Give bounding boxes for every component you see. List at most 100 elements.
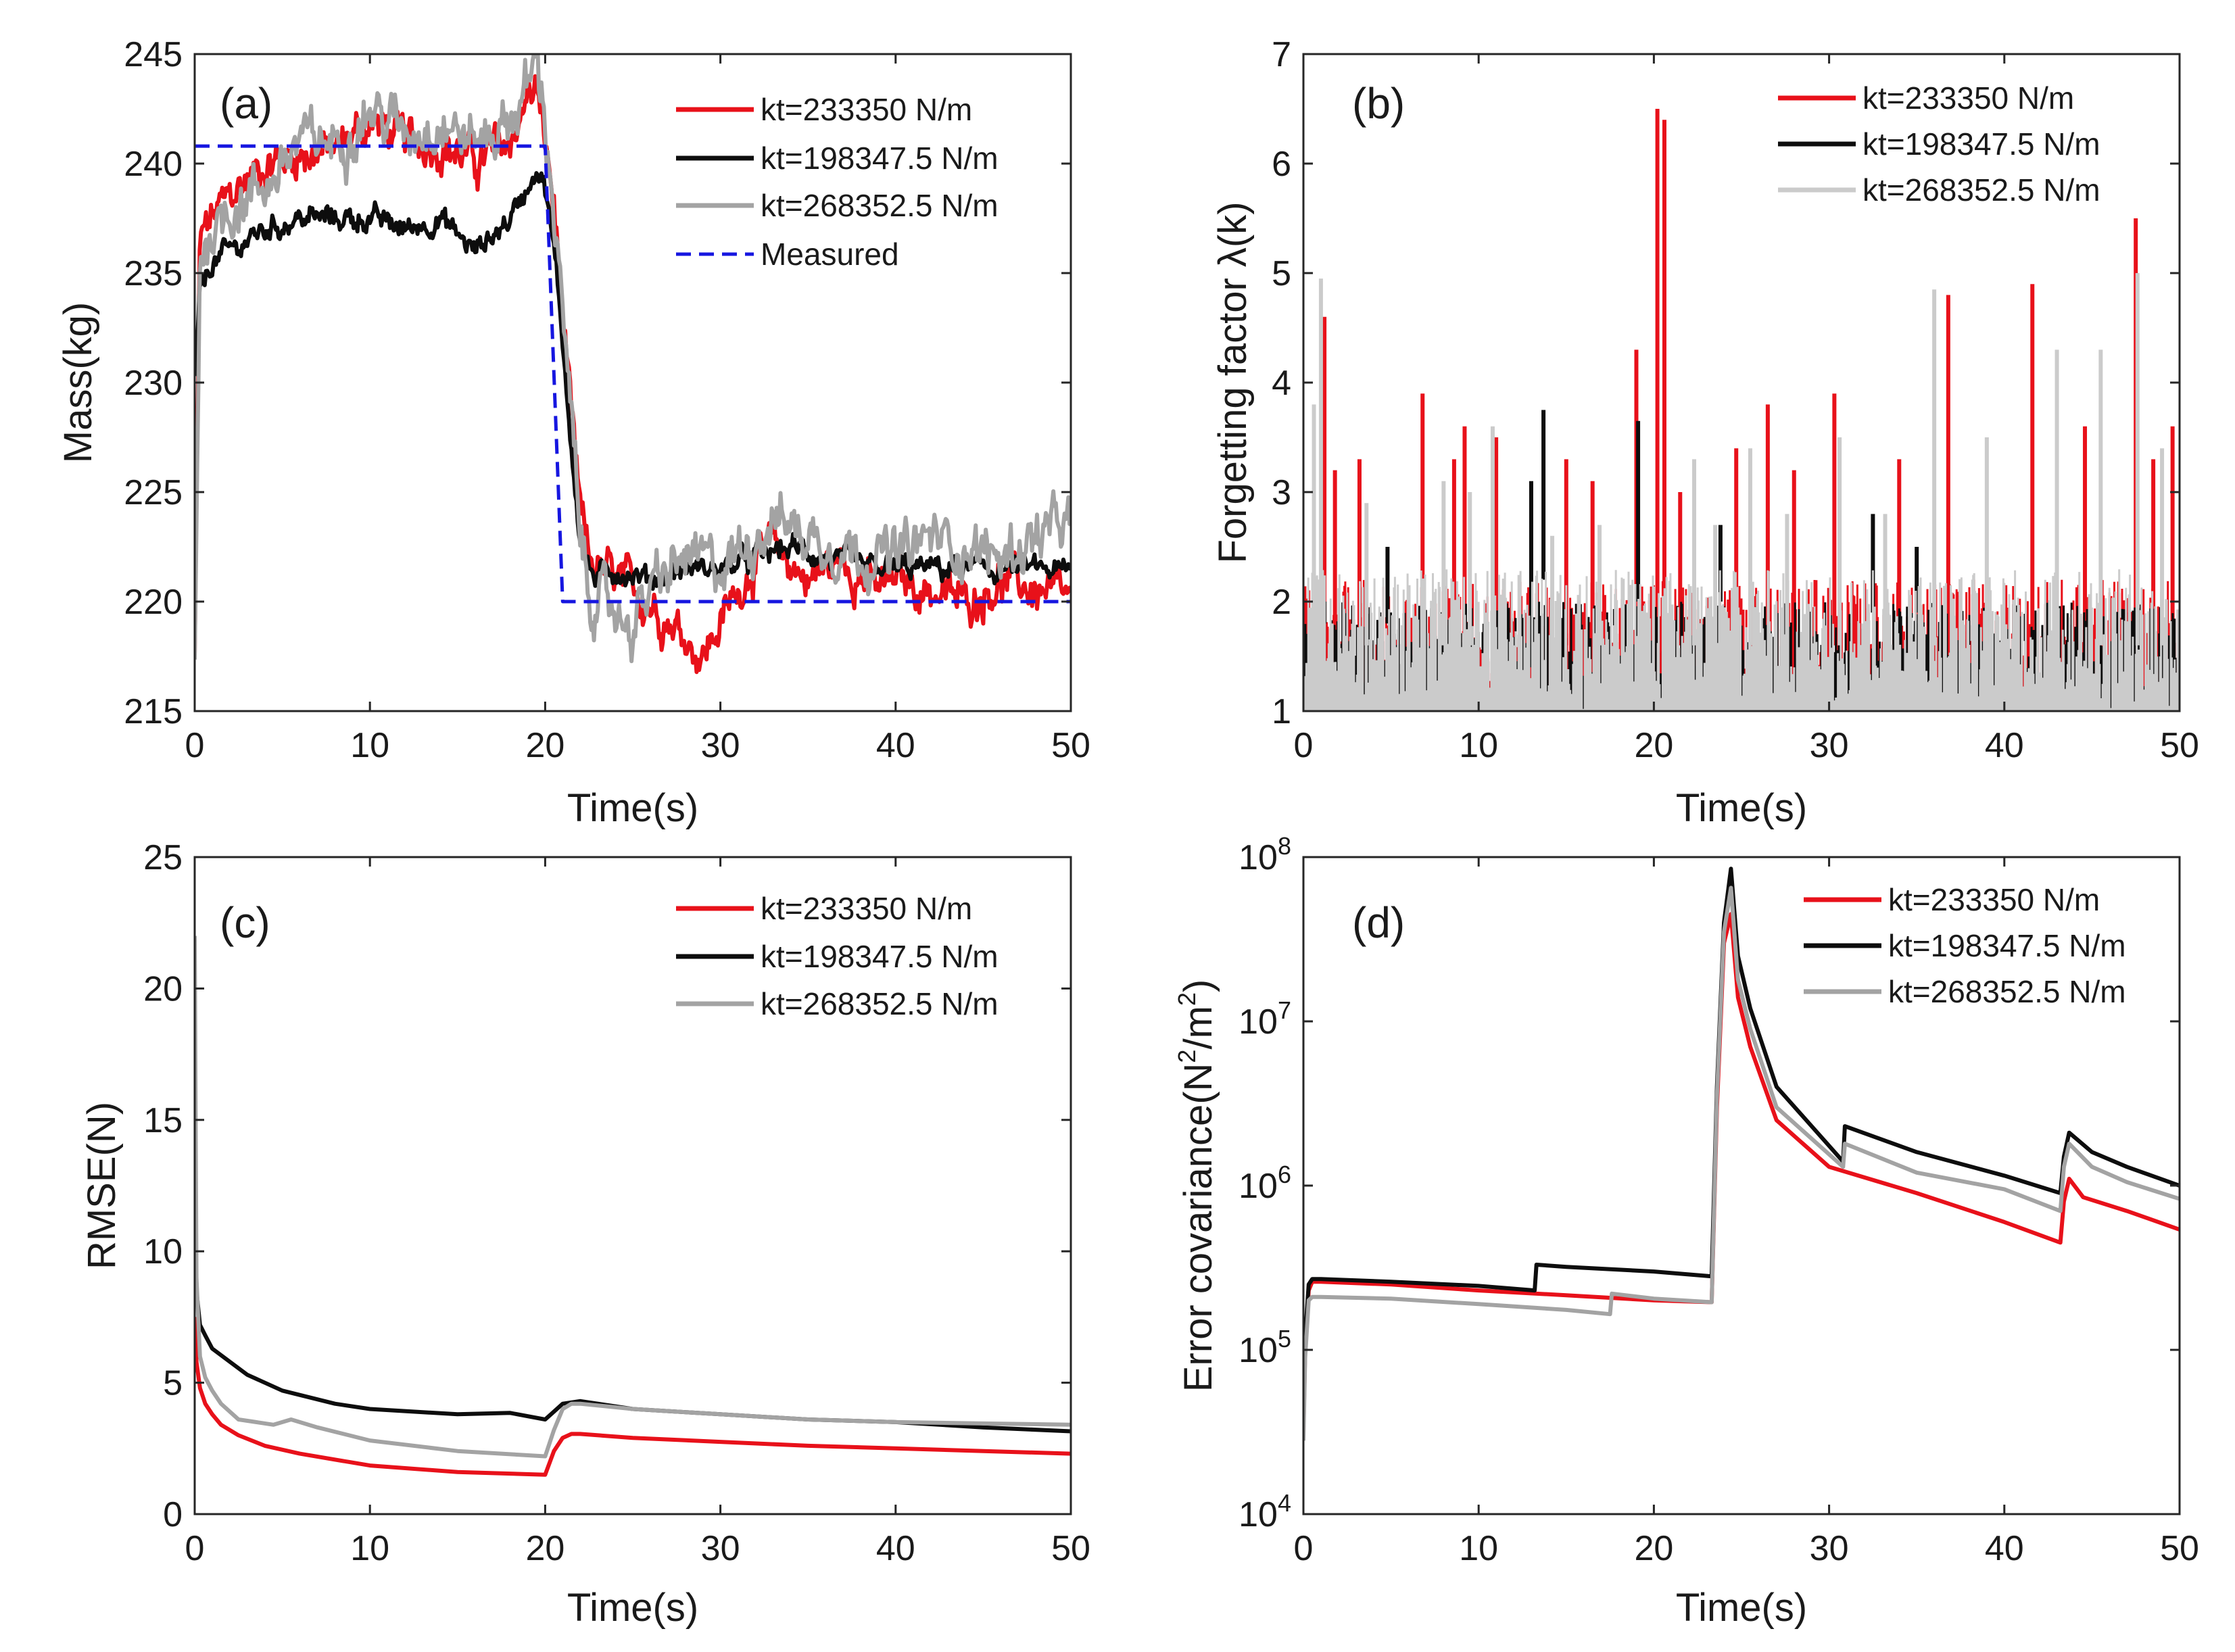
x-tick-label: 0 (185, 726, 205, 765)
y-tick-label: 230 (124, 364, 183, 403)
legend-entry: kt=233350 N/m (1862, 80, 2074, 116)
y-tick-label: 5 (1272, 254, 1291, 293)
y-tick-label: 5 (163, 1364, 183, 1403)
y-tick-label: 106 (1239, 1161, 1291, 1206)
x-tick-label: 10 (350, 1529, 389, 1568)
panel-a-mass: 0 10 20 30 40 50 215 220 225 230 235 240 245 Time(s… (56, 35, 1090, 830)
ylabel-main: Error covariance(N (1176, 1063, 1220, 1392)
x-tick-label: 30 (701, 726, 740, 765)
ylabel-superscript: 2 (1173, 1050, 1201, 1063)
y-tick-label: 215 (124, 692, 183, 731)
panel-c-x-axis: 0 10 20 30 40 50 (185, 857, 1090, 1568)
y-tick-label: 107 (1239, 996, 1291, 1042)
panel-a-x-axis: 0 10 20 30 40 50 (185, 54, 1090, 765)
panel-c-xlabel: Time(s) (567, 1586, 698, 1630)
y-tick-label: 20 (143, 969, 183, 1009)
y-tick-label: 235 (124, 254, 183, 293)
series-line-gray (1303, 885, 2180, 1441)
panel-b-series (1303, 109, 2180, 711)
panel-a-xlabel: Time(s) (567, 786, 698, 830)
panel-d-label: (d) (1352, 898, 1405, 947)
ylabel-superscript: 2 (1173, 992, 1201, 1006)
x-tick-label: 0 (1294, 726, 1314, 765)
panel-d-legend: kt=233350 N/m kt=198347.5 N/m kt=268352.… (1804, 882, 2126, 1009)
legend-entry: kt=233350 N/m (1888, 882, 2100, 917)
y-tick-label: 245 (124, 35, 183, 74)
series-baseline-light_gray (1303, 569, 2180, 711)
y-tick-label: 3 (1272, 473, 1291, 512)
panel-b-label: (b) (1352, 79, 1405, 128)
x-tick-label: 50 (2160, 1529, 2199, 1568)
panel-a-ylabel: Mass(kg) (56, 302, 100, 463)
y-tick-label: 108 (1239, 832, 1291, 877)
series-light_gray (1303, 273, 2180, 711)
y-tick-label: 0 (163, 1495, 183, 1534)
panel-d-series (1303, 867, 2180, 1441)
legend-entry: kt=198347.5 N/m (761, 141, 999, 176)
x-tick-label: 50 (1051, 726, 1090, 765)
series-line-gray (195, 54, 1071, 664)
panel-b-frame-outline (1302, 53, 2181, 712)
ylabel-mid: /m (1176, 1006, 1220, 1049)
panel-b-lines (1303, 109, 2180, 711)
panel-c-series (195, 936, 1071, 1477)
y-tick-label: 6 (1272, 145, 1291, 184)
panel-d-xlabel: Time(s) (1676, 1586, 1807, 1630)
panel-b-y-axis: 1 2 3 4 5 6 7 (1272, 35, 2180, 731)
panel-c-label: (c) (220, 898, 270, 947)
series-line-blue (195, 144, 1071, 604)
y-tick-label: 104 (1239, 1489, 1291, 1534)
panel-d-error-covariance: 0 10 20 30 40 50 104 105 106 107 108 Time(s) Erro… (1173, 832, 2199, 1630)
legend-entry: kt=268352.5 N/m (761, 986, 999, 1021)
x-tick-label: 30 (701, 1529, 740, 1568)
panel-a-y-axis: 215 220 225 230 235 240 245 (124, 35, 1071, 731)
y-tick-label: 7 (1272, 35, 1291, 74)
panel-c-ylabel: RMSE(N) (80, 1102, 124, 1269)
legend-entry: kt=198347.5 N/m (761, 939, 999, 974)
y-tick-label: 225 (124, 473, 183, 512)
x-tick-label: 20 (1634, 726, 1673, 765)
y-tick-label: 4 (1272, 364, 1291, 403)
x-tick-label: 0 (185, 1529, 205, 1568)
panel-c-legend: kt=233350 N/m kt=198347.5 N/m kt=268352.… (676, 891, 999, 1021)
x-tick-label: 20 (1634, 1529, 1673, 1568)
y-tick-label: 15 (143, 1101, 183, 1140)
legend-entry: kt=233350 N/m (761, 92, 972, 127)
panel-b-legend: kt=233350 N/m kt=198347.5 N/m kt=268352.… (1778, 80, 2100, 208)
legend-entry: kt=198347.5 N/m (1888, 928, 2126, 963)
panel-a-series (195, 54, 1071, 675)
x-tick-label: 10 (350, 726, 389, 765)
x-tick-label: 10 (1459, 1529, 1498, 1568)
panel-d-x-axis: 0 10 20 30 40 50 (1294, 857, 2199, 1568)
panel-c-rmse: 0 10 20 30 40 50 0 5 10 15 20 25 Time(s) RMSE(N) k… (80, 838, 1090, 1630)
panel-a-label: (a) (220, 79, 272, 128)
legend-entry: kt=268352.5 N/m (1888, 974, 2126, 1009)
y-tick-label: 240 (124, 145, 183, 184)
series-line-red (195, 1317, 1071, 1477)
panel-c-y-axis: 0 5 10 15 20 25 (143, 838, 1071, 1534)
panel-b-ylabel: Forgetting factor λ(k) (1211, 201, 1255, 563)
panel-a-lines (195, 54, 1071, 675)
ylabel-end: ) (1176, 979, 1220, 992)
y-tick-label: 10 (143, 1232, 183, 1271)
x-tick-label: 0 (1294, 1529, 1314, 1568)
x-tick-label: 40 (876, 726, 915, 765)
legend-entry: kt=268352.5 N/m (761, 188, 999, 223)
x-tick-label: 40 (876, 1529, 915, 1568)
panel-b-forgetting-factor: 0 10 20 30 40 50 1 2 3 4 5 6 7 Time(s) Forgetting f… (1211, 35, 2199, 830)
x-tick-label: 20 (525, 726, 564, 765)
panel-c-frame-outline (193, 856, 1072, 1515)
x-tick-label: 30 (1810, 1529, 1849, 1568)
y-tick-label: 2 (1272, 583, 1291, 622)
panel-b-xlabel: Time(s) (1676, 786, 1807, 830)
legend-entry: kt=198347.5 N/m (1862, 126, 2100, 162)
panel-a-legend: kt=233350 N/m kt=198347.5 N/m kt=268352.… (676, 92, 999, 272)
y-tick-label: 1 (1272, 692, 1291, 731)
x-tick-label: 40 (1985, 726, 2024, 765)
series-line-black (195, 171, 1071, 591)
x-tick-label: 20 (525, 1529, 564, 1568)
series-line-gray (195, 936, 1071, 1459)
y-tick-label: 25 (143, 838, 183, 877)
y-tick-label: 220 (124, 583, 183, 622)
